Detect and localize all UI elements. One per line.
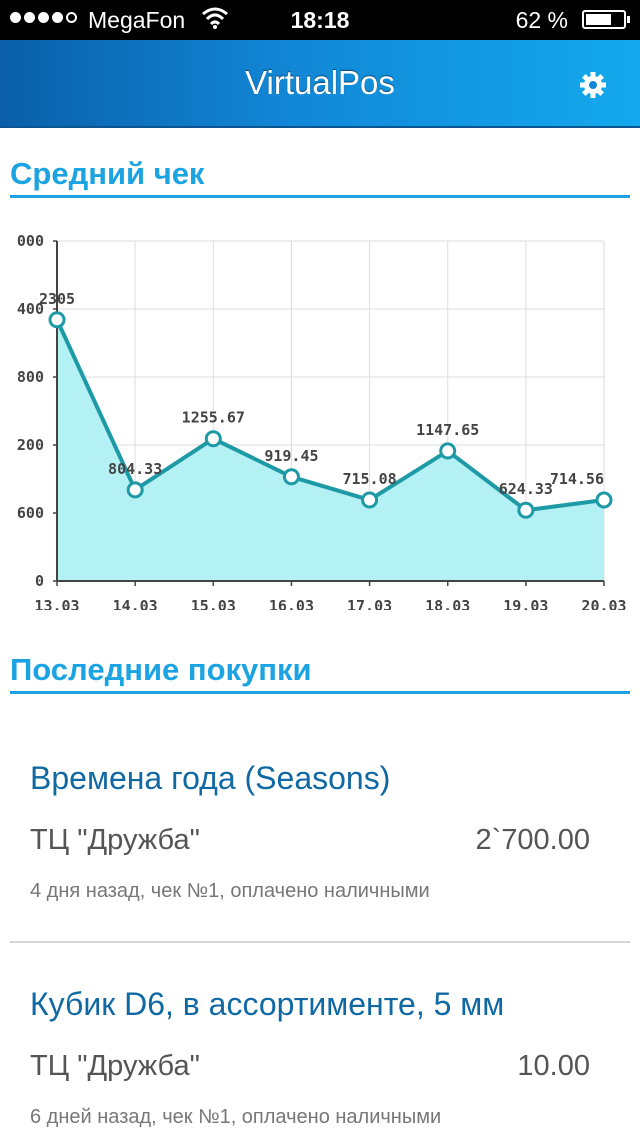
x-tick-label: 15.03 — [191, 597, 236, 610]
chart-data-point — [282, 468, 300, 486]
purchase-store: ТЦ "Дружба" — [30, 824, 200, 856]
chart-data-label: 2305 — [39, 290, 75, 308]
chart-data-point — [126, 481, 144, 499]
battery-icon — [582, 10, 630, 29]
clock: 18:18 — [290, 7, 350, 33]
chart-data-label: 715.08 — [342, 470, 396, 488]
y-tick-label: 000 — [17, 232, 44, 250]
carrier-name: MegaFon — [88, 7, 186, 33]
chart-area-fill — [57, 319, 604, 581]
x-tick-label: 16.03 — [269, 597, 314, 610]
y-tick-label: 800 — [17, 368, 44, 386]
chart-data-point — [48, 311, 66, 329]
chart-data-point — [595, 491, 613, 509]
purchase-store: ТЦ "Дружба" — [30, 1050, 200, 1082]
x-tick-label: 14.03 — [113, 597, 158, 610]
chart-data-label: 714.56 — [550, 470, 604, 488]
status-bar: MegaFon 18:18 62 % — [0, 0, 640, 40]
purchase-meta: 6 дней назад, чек №1, оплачено наличными — [30, 1106, 442, 1128]
purchase-meta: 4 дня назад, чек №1, оплачено наличными — [30, 880, 430, 902]
y-tick-label: 0 — [35, 572, 44, 590]
navigation-bar: VirtualPos — [0, 40, 640, 128]
y-tick-label: 400 — [17, 300, 44, 318]
x-tick-label: 18.03 — [425, 597, 470, 610]
purchase-name: Времена года (Seasons) — [30, 760, 391, 796]
app-title: VirtualPos — [245, 64, 395, 101]
x-tick-label: 19.03 — [503, 597, 548, 610]
average-check-chart: 0 600 200 800 400 000 13.03 14.03 15.03 16.03 17.0… — [17, 232, 627, 610]
chart-data-point — [204, 430, 222, 448]
y-tick-label: 600 — [17, 504, 44, 522]
chart-data-label: 1255.67 — [182, 409, 245, 427]
chart-data-label: 919.45 — [264, 447, 318, 465]
x-tick-label: 20.03 — [581, 597, 626, 610]
chart-data-label: 1147.65 — [416, 421, 479, 439]
chart-data-point — [517, 501, 535, 519]
signal-strength-icon — [10, 12, 77, 23]
purchase-name: Кубик D6, в ассортименте, 5 мм — [30, 986, 505, 1022]
section-title-average-check: Средний чек — [10, 156, 630, 198]
gear-icon[interactable] — [574, 70, 612, 100]
purchase-amount: 2`700.00 — [475, 824, 591, 856]
chart-series-line — [55, 318, 605, 513]
purchase-amount: 10.00 — [517, 1050, 590, 1082]
list-divider — [10, 941, 630, 943]
chart-data-label: 624.33 — [499, 480, 553, 498]
chart-data-point — [439, 442, 457, 460]
x-tick-label: 17.03 — [347, 597, 392, 610]
chart-data-point — [361, 491, 379, 509]
wifi-icon — [202, 7, 228, 29]
battery-percentage: 62 % — [515, 7, 568, 33]
section-title-recent-purchases: Последние покупки — [10, 652, 630, 694]
x-tick-label: 13.03 — [34, 597, 79, 610]
y-tick-label: 200 — [17, 436, 44, 454]
chart-data-label: 804.33 — [108, 460, 162, 478]
